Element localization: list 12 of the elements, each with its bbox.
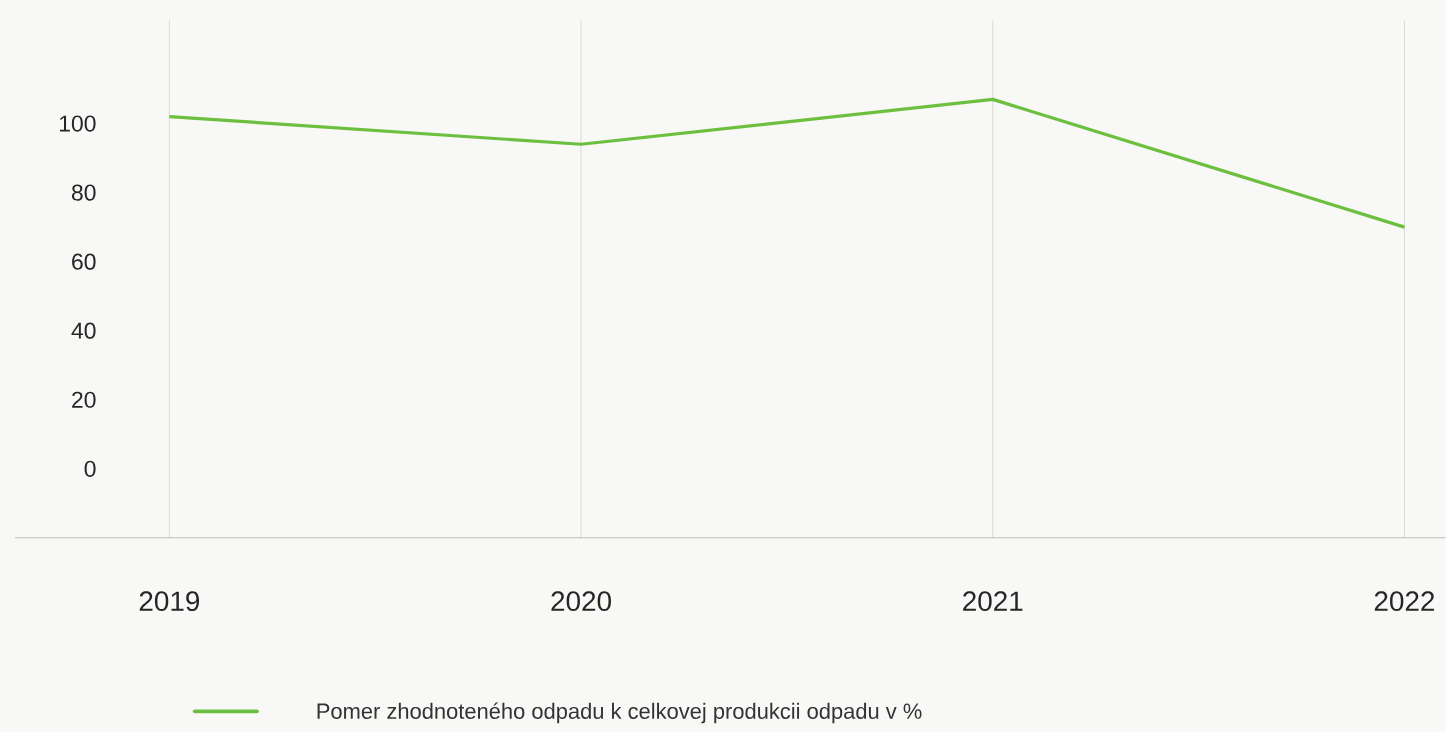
y-tick-label: 100 bbox=[59, 115, 96, 132]
line-series bbox=[167, 97, 1407, 229]
x-tick-label: 2019 bbox=[139, 591, 200, 612]
y-tick-label: 40 bbox=[71, 322, 96, 339]
y-tick-label: 80 bbox=[71, 184, 96, 201]
x-tick-label: 2020 bbox=[551, 591, 611, 612]
x-tick-label: 2021 bbox=[963, 591, 1023, 612]
text: Pomer zhodnoteného odpadu k celkovej produkcii odpadu v % bbox=[317, 702, 922, 724]
y-tick-label: 20 bbox=[72, 391, 96, 408]
x-tick-label: 2022 bbox=[1374, 591, 1435, 612]
y-tick-label: 0 bbox=[84, 460, 96, 477]
y-tick-label: 60 bbox=[72, 253, 96, 270]
